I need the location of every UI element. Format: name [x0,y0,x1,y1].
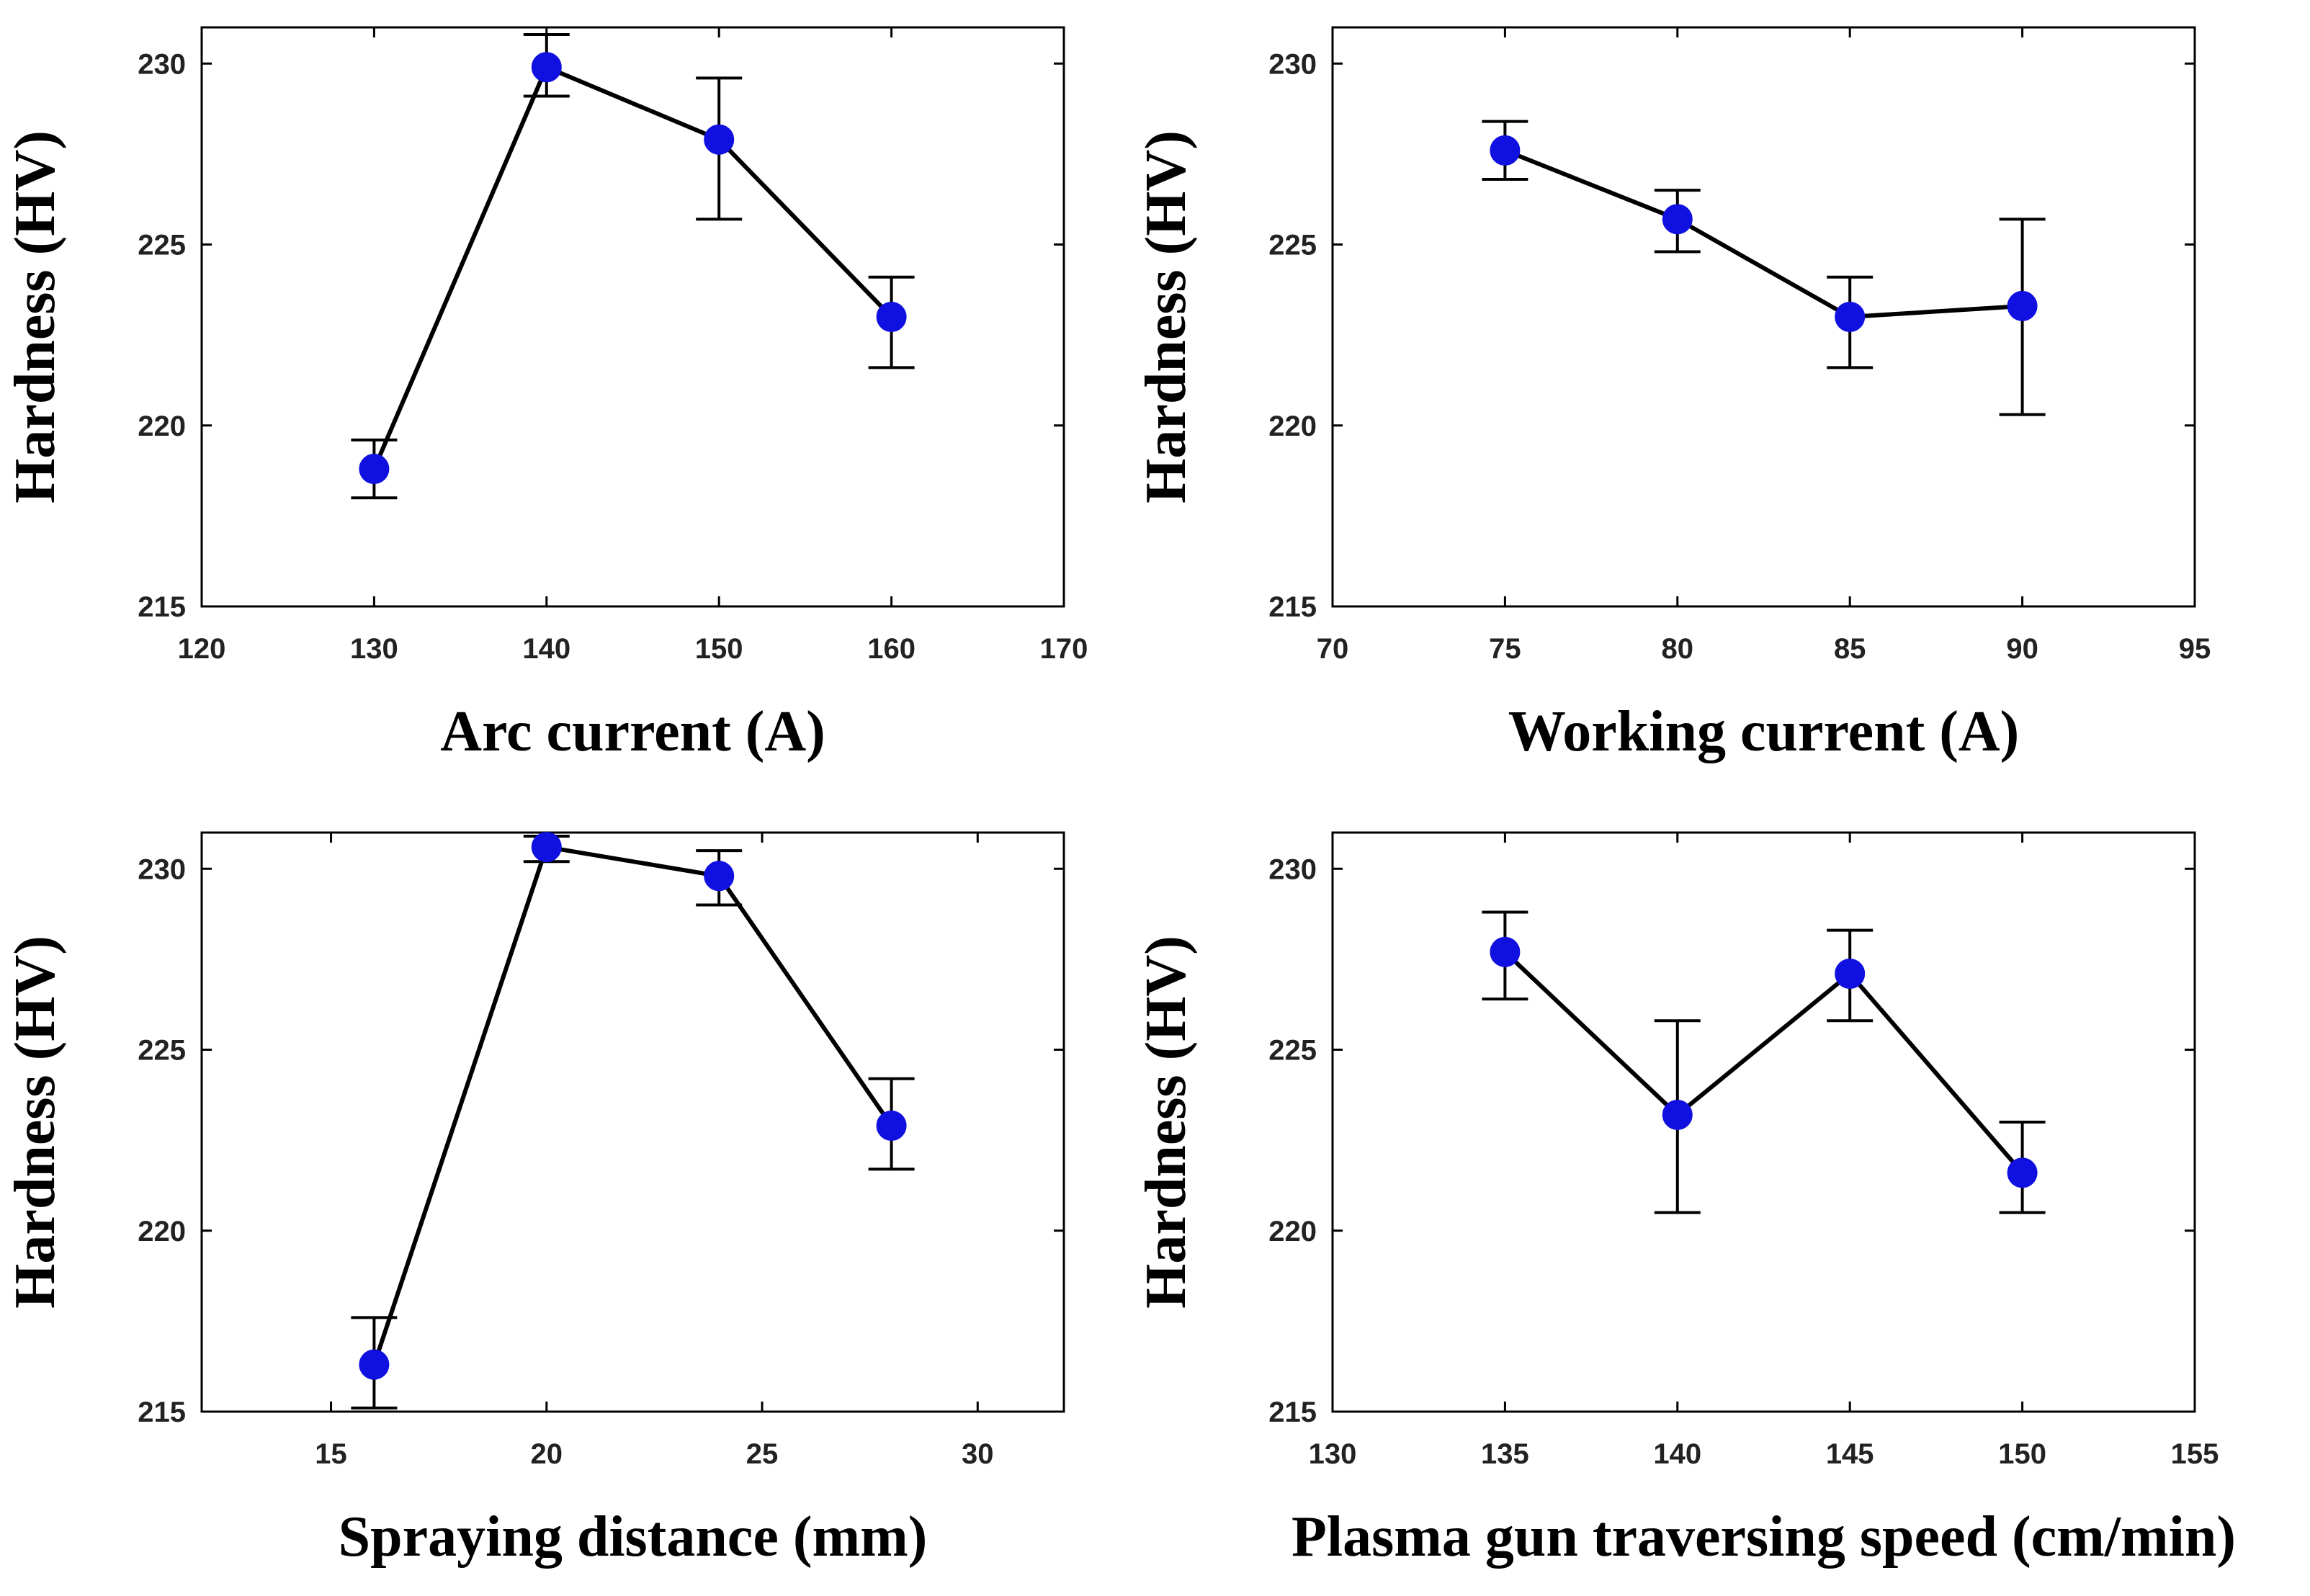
data-point [359,1349,390,1380]
y-tick-label: 225 [138,230,186,261]
data-point [1490,135,1521,166]
x-tick-label: 90 [2006,633,2038,665]
y-tick-label: 225 [138,1035,186,1067]
data-point [1662,204,1693,235]
y-tick-label: 215 [138,1396,186,1428]
data-point [876,302,907,332]
y-tick-label: 225 [1268,230,1317,261]
x-tick-label: 15 [315,1438,347,1470]
series-line [1504,148,2023,319]
data-point [1490,936,1521,967]
x-tick-label: 130 [350,633,398,665]
chart-panel-arc-current: 120 130 140 150 160 170 215 220 225 230 Arc curren… [4,26,1088,763]
y-tick-label: 215 [138,591,186,623]
x-tick-label: 140 [522,633,570,665]
x-tick-label: 170 [1040,633,1088,665]
y-tick-label: 225 [1268,1035,1317,1067]
x-tick-label: 155 [2171,1438,2219,1470]
axes-box [200,26,1065,608]
data-point [2007,1157,2038,1188]
x-axis-title: Arc current (A) [440,700,825,763]
x-tick-label: 20 [531,1438,563,1470]
x-tick-label: 75 [1489,633,1521,665]
x-tick-label: 120 [178,633,226,665]
x-tick-label: 150 [695,633,743,665]
data-point [1835,958,1866,989]
y-axis-title: Hardness (HV) [1134,130,1198,503]
data-point [531,832,562,863]
x-tick-label: 140 [1653,1438,1701,1470]
y-axis-title: Hardness (HV) [1134,936,1198,1309]
series-line [1503,950,2024,1175]
axes-box [1331,26,2196,608]
data-point [876,1111,907,1142]
x-tick-label: 95 [2179,633,2211,665]
y-tick-label: 220 [138,411,186,442]
chart-panel-traversing-speed: 130 135 140 145 150 155 215 220 225 230 Plasma gun… [1134,831,2236,1569]
series-line [372,845,894,1366]
x-tick-label: 130 [1309,1438,1357,1470]
y-axis-title: Hardness (HV) [4,936,67,1309]
x-tick-label: 25 [746,1438,779,1470]
axes-box [1331,831,2196,1413]
y-tick-label: 215 [1268,1396,1317,1428]
chart-panel-working-current: 70 75 80 85 90 95 215 220 225 230 Working current … [1134,26,2211,763]
x-tick-label: 135 [1481,1438,1529,1470]
axes-box [200,831,1065,1413]
x-axis-title: Spraying distance (mm) [339,1505,928,1569]
data-point [1835,302,1866,332]
data-point [531,52,562,83]
y-tick-label: 220 [1268,411,1317,442]
chart-panel-spraying-distance: 15 20 25 30 215 220 225 230 Spraying distance (m… [4,831,1065,1569]
y-tick-label: 215 [1268,591,1317,623]
y-tick-label: 220 [138,1216,186,1247]
x-axis-title: Plasma gun traversing speed (cm/min) [1291,1505,2236,1569]
x-tick-label: 30 [962,1438,994,1470]
y-tick-label: 230 [138,853,186,885]
y-tick-label: 230 [1268,48,1317,80]
y-axis-title: Hardness (HV) [4,130,67,503]
data-point [359,454,390,485]
x-tick-label: 85 [1834,633,1866,665]
x-axis-title: Working current (A) [1508,700,2020,763]
x-tick-label: 150 [1998,1438,2046,1470]
x-tick-label: 160 [867,633,916,665]
data-point [1662,1099,1693,1130]
data-point [2007,290,2038,321]
x-tick-label: 80 [1662,633,1694,665]
y-tick-label: 230 [138,48,186,80]
y-tick-label: 230 [1268,853,1317,885]
data-point [704,124,735,155]
x-tick-label: 145 [1826,1438,1874,1470]
series-line [372,65,893,470]
x-tick-label: 70 [1317,633,1349,665]
data-point [704,861,735,892]
y-tick-label: 220 [1268,1216,1317,1247]
